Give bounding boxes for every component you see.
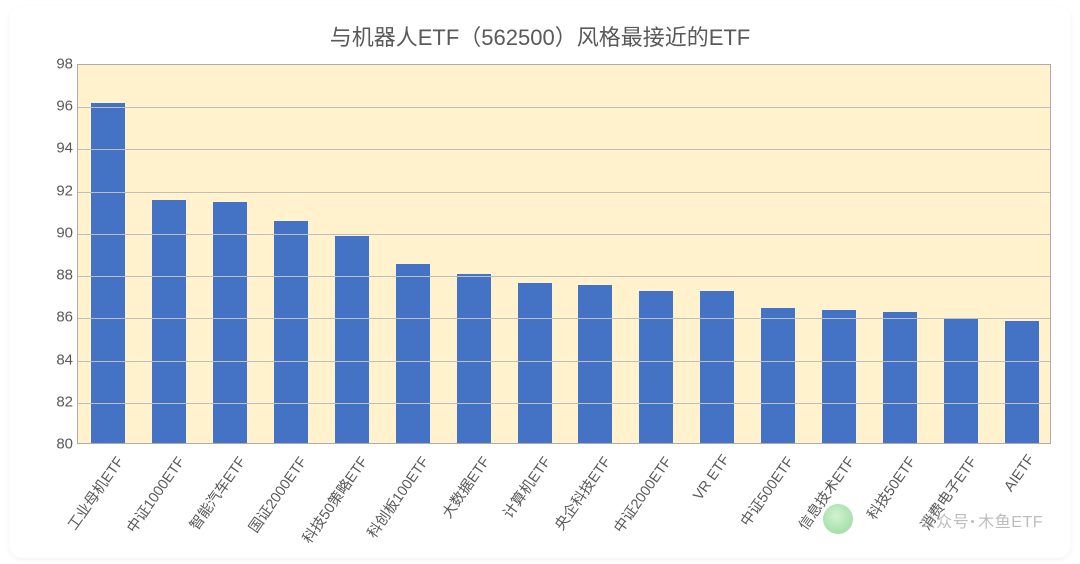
chart-card: 与机器人ETF（562500）风格最接近的ETF 80 82 84 86 88 90 92 9… — [9, 6, 1071, 558]
y-tick-label: 94 — [56, 140, 73, 157]
bar — [274, 221, 308, 443]
bar — [578, 285, 612, 443]
page-root: 与机器人ETF（562500）风格最接近的ETF 80 82 84 86 88 90 92 9… — [0, 0, 1080, 564]
y-tick-label: 84 — [56, 351, 73, 368]
dot-separator-icon — [971, 520, 974, 523]
y-tick-label: 96 — [56, 98, 73, 115]
gridline — [78, 361, 1050, 362]
plot-area — [77, 64, 1051, 444]
x-tick-label: 中证1000ETF — [121, 452, 189, 537]
gridline — [78, 403, 1050, 404]
x-axis: 工业母机ETF中证1000ETF智能汽车ETF国证2000ETF科技50策略ET… — [77, 444, 1051, 540]
gridline — [78, 192, 1050, 193]
x-tick-label: 大数据ETF — [436, 452, 494, 522]
y-tick-label: 90 — [56, 224, 73, 241]
gridline — [78, 234, 1050, 235]
bar — [639, 291, 673, 443]
x-tick-label: 计算机ETF — [497, 452, 555, 522]
watermark-text: 公众号木鱼ETF — [920, 508, 1043, 532]
x-tick-label: 国证2000ETF — [243, 452, 311, 537]
x-tick-label: 科技50ETF — [861, 452, 920, 523]
y-tick-label: 80 — [56, 436, 73, 453]
x-tick-label: 智能汽车ETF — [184, 452, 250, 534]
y-tick-label: 98 — [56, 56, 73, 73]
bar — [518, 283, 552, 443]
bar — [700, 291, 734, 443]
x-tick-label: 央企科技ETF — [549, 452, 615, 534]
bar — [335, 236, 369, 443]
gridline — [78, 318, 1050, 319]
y-tick-label: 86 — [56, 309, 73, 326]
bar — [1005, 321, 1039, 443]
bar — [152, 200, 186, 443]
y-axis: 80828486889092949698 — [39, 64, 77, 540]
watermark-prefix: 公众号 — [920, 514, 970, 531]
y-tick-label: 88 — [56, 267, 73, 284]
bars-layer — [78, 65, 1050, 443]
x-tick-label: VR ETF — [691, 452, 734, 503]
gridline — [78, 107, 1050, 108]
gridline — [78, 276, 1050, 277]
x-tick-label: 中证2000ETF — [608, 452, 676, 537]
bar — [761, 308, 795, 443]
chart-title: 与机器人ETF（562500）风格最接近的ETF — [9, 20, 1071, 52]
bar — [396, 264, 430, 443]
wechat-logo-icon — [823, 504, 853, 534]
bar — [883, 312, 917, 443]
bar — [457, 274, 491, 443]
y-tick-label: 82 — [56, 393, 73, 410]
x-tick-label: 中证500ETF — [735, 452, 798, 530]
x-tick-label: AIETF — [1001, 452, 1038, 495]
bar — [91, 103, 125, 443]
plot-wrap: 80828486889092949698 工业母机ETF中证1000ETF智能汽… — [39, 64, 1051, 540]
bar — [944, 318, 978, 443]
gridline — [78, 149, 1050, 150]
y-tick-label: 92 — [56, 182, 73, 199]
bar — [822, 310, 856, 443]
x-tick-label: 科创板100ETF — [361, 452, 433, 542]
bar — [213, 202, 247, 443]
watermark-name: 木鱼ETF — [978, 514, 1043, 531]
